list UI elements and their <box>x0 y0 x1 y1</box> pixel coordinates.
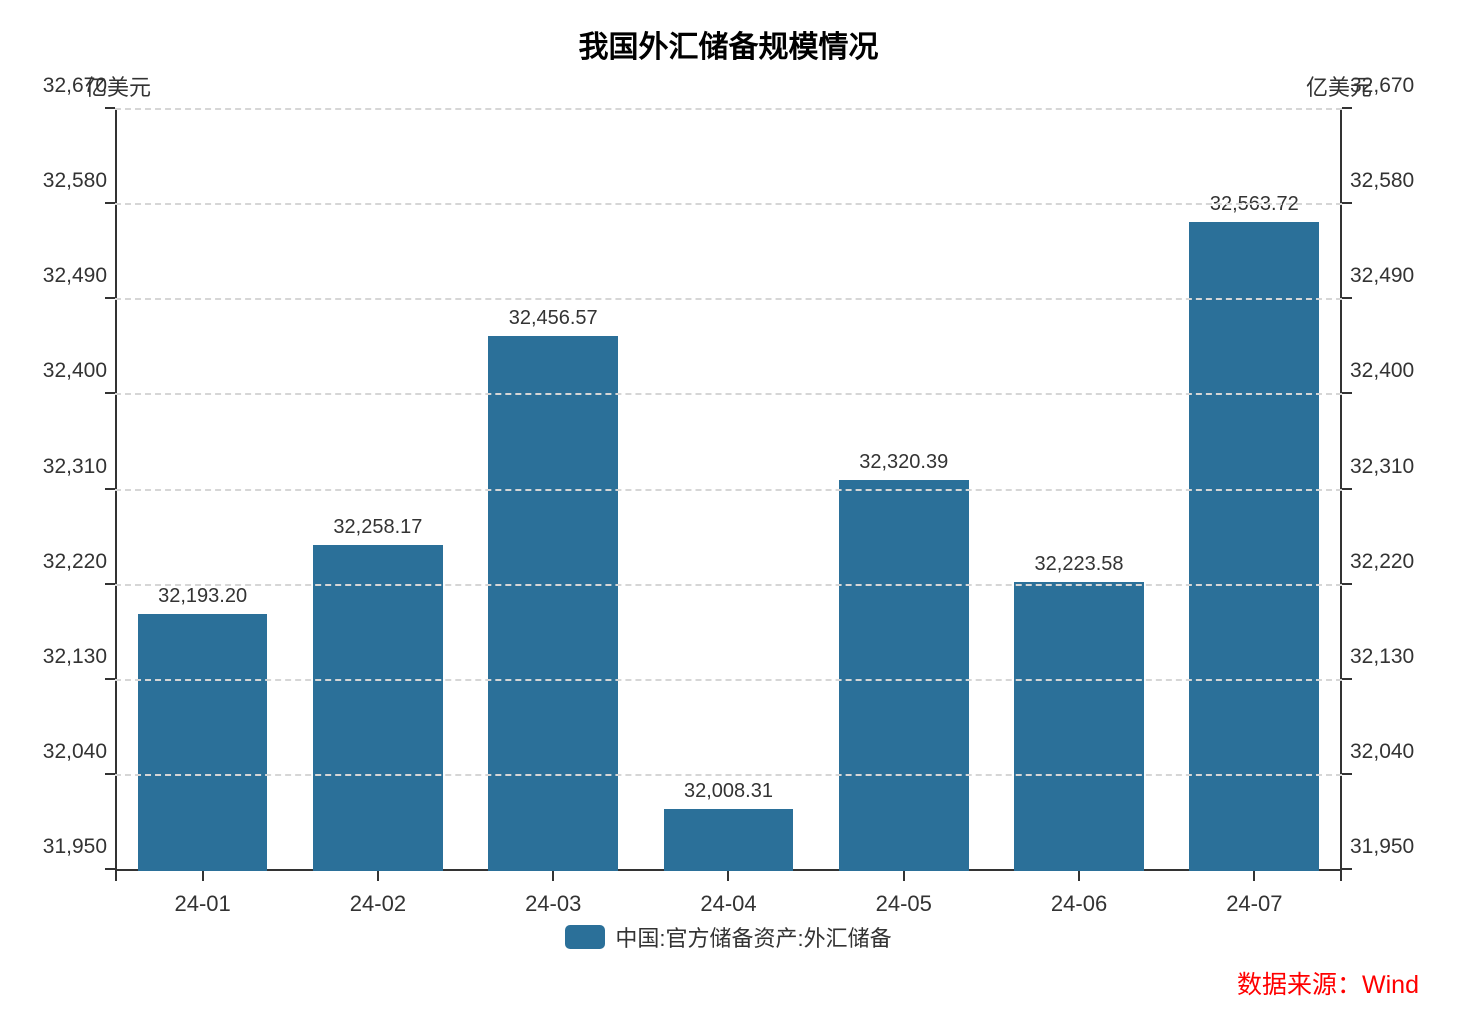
y-tick-mark <box>1342 107 1352 109</box>
bar-slot: 32,456.5724-03 <box>466 110 641 871</box>
x-axis-boundary-tick <box>115 871 117 881</box>
bar-value-label: 32,008.31 <box>684 780 773 803</box>
gridline <box>115 679 1342 681</box>
bar: 32,320.39 <box>839 480 969 871</box>
gridline <box>115 298 1342 300</box>
y-tick-label-left: 32,040 <box>43 740 115 764</box>
x-tick-label: 24-03 <box>525 891 581 917</box>
x-tick-mark <box>552 871 554 881</box>
bars-wrapper: 32,193.2024-0132,258.1724-0232,456.5724-… <box>115 110 1342 871</box>
chart-container: 我国外汇储备规模情况 亿美元 亿美元 32,193.2024-0132,258.… <box>0 0 1457 1031</box>
x-tick-mark <box>727 871 729 881</box>
legend-swatch <box>565 925 605 949</box>
y-tick-label-left: 32,220 <box>43 550 115 574</box>
x-tick-label: 24-02 <box>350 891 406 917</box>
y-tick-mark <box>105 107 115 109</box>
y-tick-mark <box>1342 392 1352 394</box>
y-tick-mark <box>1342 868 1352 870</box>
y-tick-label-right: 32,580 <box>1342 169 1414 193</box>
y-tick-mark <box>105 202 115 204</box>
y-tick-mark <box>105 392 115 394</box>
x-tick-label: 24-04 <box>700 891 756 917</box>
x-tick-label: 24-07 <box>1226 891 1282 917</box>
bar: 32,456.57 <box>488 336 618 871</box>
bar-slot: 32,563.7224-07 <box>1167 110 1342 871</box>
gridline <box>115 774 1342 776</box>
bar-slot: 32,008.3124-04 <box>641 110 816 871</box>
bar-slot: 32,193.2024-01 <box>115 110 290 871</box>
x-axis-boundary-tick <box>1340 871 1342 881</box>
gridline <box>115 108 1342 110</box>
y-tick-label-left: 31,950 <box>43 835 115 859</box>
y-tick-label-right: 32,130 <box>1342 645 1414 669</box>
y-tick-label-right: 32,040 <box>1342 740 1414 764</box>
y-tick-mark <box>1342 488 1352 490</box>
bar: 32,223.58 <box>1014 582 1144 871</box>
y-tick-mark <box>1342 583 1352 585</box>
bar-value-label: 32,456.57 <box>509 307 598 330</box>
y-tick-mark <box>105 297 115 299</box>
y-tick-mark <box>105 678 115 680</box>
x-tick-mark <box>1253 871 1255 881</box>
y-tick-label-right: 32,400 <box>1342 359 1414 383</box>
y-tick-mark <box>105 773 115 775</box>
chart-title: 我国外汇储备规模情况 <box>0 22 1457 66</box>
y-tick-mark <box>1342 202 1352 204</box>
y-tick-label-right: 31,950 <box>1342 835 1414 859</box>
x-tick-label: 24-05 <box>876 891 932 917</box>
x-tick-mark <box>903 871 905 881</box>
bar-value-label: 32,258.17 <box>333 516 422 539</box>
bar-value-label: 32,223.58 <box>1035 553 1124 576</box>
y-tick-mark <box>105 583 115 585</box>
y-tick-mark <box>1342 773 1352 775</box>
bar: 32,193.20 <box>138 614 268 871</box>
y-tick-label-right: 32,490 <box>1342 264 1414 288</box>
y-tick-label-left: 32,490 <box>43 264 115 288</box>
bar-slot: 32,320.3924-05 <box>816 110 991 871</box>
y-tick-mark <box>105 488 115 490</box>
y-tick-label-left: 32,670 <box>43 74 115 98</box>
bar-slot: 32,223.5824-06 <box>991 110 1166 871</box>
bar-value-label: 32,320.39 <box>859 451 948 474</box>
gridline <box>115 584 1342 586</box>
legend: 中国:官方储备资产:外汇储备 <box>0 921 1457 953</box>
y-tick-label-left: 32,400 <box>43 359 115 383</box>
x-tick-label: 24-01 <box>175 891 231 917</box>
bar-slot: 32,258.1724-02 <box>290 110 465 871</box>
gridline <box>115 489 1342 491</box>
plot-area: 32,193.2024-0132,258.1724-0232,456.5724-… <box>115 110 1342 871</box>
legend-label: 中国:官方储备资产:外汇储备 <box>615 921 891 953</box>
y-tick-label-right: 32,220 <box>1342 550 1414 574</box>
y-tick-mark <box>105 868 115 870</box>
y-tick-label-right: 32,310 <box>1342 455 1414 479</box>
gridline <box>115 203 1342 205</box>
bar: 32,258.17 <box>313 545 443 871</box>
gridline <box>115 393 1342 395</box>
bar-value-label: 32,193.20 <box>158 585 247 608</box>
y-tick-mark <box>1342 297 1352 299</box>
y-tick-label-right: 32,670 <box>1342 74 1414 98</box>
data-source: 数据来源：Wind <box>1237 965 1419 1001</box>
x-tick-label: 24-06 <box>1051 891 1107 917</box>
bar: 32,008.31 <box>664 809 794 871</box>
y-tick-label-left: 32,130 <box>43 645 115 669</box>
y-tick-mark <box>1342 678 1352 680</box>
x-tick-mark <box>202 871 204 881</box>
x-tick-mark <box>1078 871 1080 881</box>
y-tick-label-left: 32,580 <box>43 169 115 193</box>
y-tick-label-left: 32,310 <box>43 455 115 479</box>
x-tick-mark <box>377 871 379 881</box>
